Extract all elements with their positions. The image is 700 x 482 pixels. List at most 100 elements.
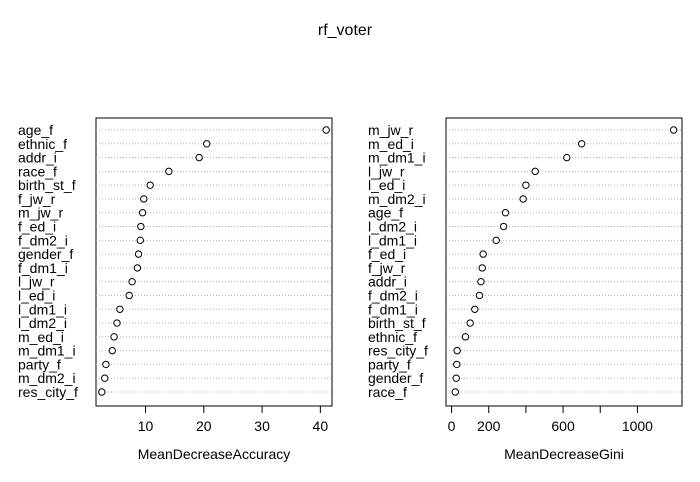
gini-point — [471, 305, 479, 313]
gini-category-label: m_ed_i — [368, 136, 414, 152]
accuracy-category-label: l_ed_i — [18, 287, 55, 303]
gini-category-label: f_dm2_i — [368, 287, 418, 303]
gini-category-label: f_ed_i — [368, 246, 406, 262]
gini-x-tick-label: 600 — [551, 418, 575, 434]
accuracy-category-label: gender_f — [18, 246, 73, 262]
accuracy-category-label: m_dm1_i — [18, 343, 76, 359]
accuracy-gridlines — [96, 129, 332, 393]
gini-category-label: l_dm2_i — [368, 219, 417, 235]
gini-point — [479, 250, 487, 258]
gini-point — [451, 388, 459, 396]
accuracy-point — [102, 360, 110, 369]
accuracy-x-tick-label: 40 — [313, 418, 329, 434]
accuracy-point — [136, 236, 144, 245]
gini-point — [453, 360, 461, 369]
accuracy-point — [110, 333, 118, 341]
gini-point — [477, 277, 485, 286]
accuracy-point — [133, 264, 142, 272]
accuracy-category-label: f_dm1_i — [18, 260, 68, 276]
gini-category-label: party_f — [368, 356, 411, 372]
gini-point — [453, 346, 461, 355]
accuracy-category-label: l_dm2_i — [18, 315, 67, 331]
gini-category-label: ethnic_f — [368, 329, 417, 345]
gini-x-axis-label: MeanDecreaseGini — [504, 446, 624, 462]
gini-x-axis: 0 200 600 1000 — [448, 406, 653, 434]
accuracy-category-label: res_city_f — [18, 384, 78, 400]
accuracy-point — [203, 140, 211, 148]
gini-x-tick-label: 0 — [448, 418, 456, 434]
accuracy-plot-frame — [95, 117, 333, 407]
gini-category-label: l_jw_r — [368, 163, 405, 179]
accuracy-category-label: birth_st_f — [18, 177, 76, 193]
accuracy-point — [125, 291, 133, 300]
accuracy-category-label: f_ed_i — [18, 219, 56, 235]
accuracy-points — [98, 126, 330, 396]
gini-point — [563, 153, 571, 162]
gini-category-label: addr_i — [368, 274, 407, 290]
accuracy-category-label: ethnic_f — [18, 136, 67, 152]
accuracy-point — [322, 126, 330, 134]
gini-category-label: m_dm1_i — [368, 150, 426, 166]
gini-panel: m_jw_rm_ed_im_dm1_il_jw_rl_ed_im_dm2_iag… — [368, 117, 683, 462]
accuracy-category-label: l_jw_r — [18, 274, 55, 290]
accuracy-panel: age_fethnic_faddr_irace_fbirth_st_ff_jw_… — [18, 117, 333, 462]
accuracy-x-axis-label: MeanDecreaseAccuracy — [138, 446, 291, 462]
accuracy-category-labels: age_fethnic_faddr_irace_fbirth_st_ff_jw_… — [18, 122, 78, 400]
gini-plot-frame — [445, 117, 683, 407]
gini-point — [478, 264, 486, 272]
gini-category-label: race_f — [368, 384, 407, 400]
gini-category-label: age_f — [368, 205, 403, 221]
accuracy-category-label: m_dm2_i — [18, 370, 76, 386]
accuracy-point — [165, 167, 173, 176]
gini-category-label: m_dm2_i — [368, 191, 426, 207]
accuracy-point — [195, 153, 203, 162]
gini-point — [522, 181, 530, 189]
accuracy-category-label: f_dm2_i — [18, 232, 68, 248]
gini-category-label: f_dm1_i — [368, 301, 418, 317]
accuracy-point — [146, 181, 154, 189]
gini-category-label: res_city_f — [368, 343, 428, 359]
gini-category-label: l_dm1_i — [368, 232, 417, 248]
accuracy-point — [108, 346, 117, 355]
accuracy-category-label: l_dm1_i — [18, 301, 67, 317]
accuracy-category-label: m_jw_r — [18, 205, 63, 221]
accuracy-category-label: age_f — [18, 122, 53, 138]
gini-points — [451, 126, 678, 396]
accuracy-category-label: party_f — [18, 356, 61, 372]
gini-point — [531, 167, 539, 176]
gini-category-label: f_jw_r — [368, 260, 406, 276]
gini-category-label: birth_st_f — [368, 315, 426, 331]
gini-point — [452, 374, 460, 382]
accuracy-point — [137, 222, 145, 231]
gini-point — [492, 236, 500, 245]
gini-point — [461, 333, 470, 341]
accuracy-category-label: f_jw_r — [18, 191, 56, 207]
gini-gridlines — [446, 129, 682, 393]
gini-point — [519, 195, 527, 203]
accuracy-point — [138, 209, 147, 217]
accuracy-category-label: m_ed_i — [18, 329, 64, 345]
accuracy-point — [116, 305, 124, 313]
accuracy-point — [101, 374, 109, 382]
gini-point — [669, 126, 678, 134]
accuracy-point — [113, 319, 121, 327]
gini-point — [577, 140, 586, 148]
accuracy-point — [128, 277, 136, 286]
gini-category-label: gender_f — [368, 370, 423, 386]
gini-category-label: l_ed_i — [368, 177, 405, 193]
gini-x-tick-label: 1000 — [622, 418, 653, 434]
accuracy-point — [98, 388, 106, 396]
gini-point — [466, 319, 474, 327]
gini-x-tick-label: 200 — [477, 418, 501, 434]
gini-point — [499, 222, 508, 231]
gini-category-labels: m_jw_rm_ed_im_dm1_il_jw_rl_ed_im_dm2_iag… — [368, 122, 428, 400]
gini-point — [501, 209, 510, 217]
accuracy-category-label: race_f — [18, 163, 57, 179]
accuracy-x-tick-label: 30 — [254, 418, 270, 434]
accuracy-point — [134, 250, 143, 258]
gini-category-label: m_jw_r — [368, 122, 413, 138]
accuracy-x-axis: 10 20 30 40 — [138, 406, 329, 434]
accuracy-x-tick-label: 20 — [196, 418, 212, 434]
accuracy-point — [140, 195, 148, 203]
